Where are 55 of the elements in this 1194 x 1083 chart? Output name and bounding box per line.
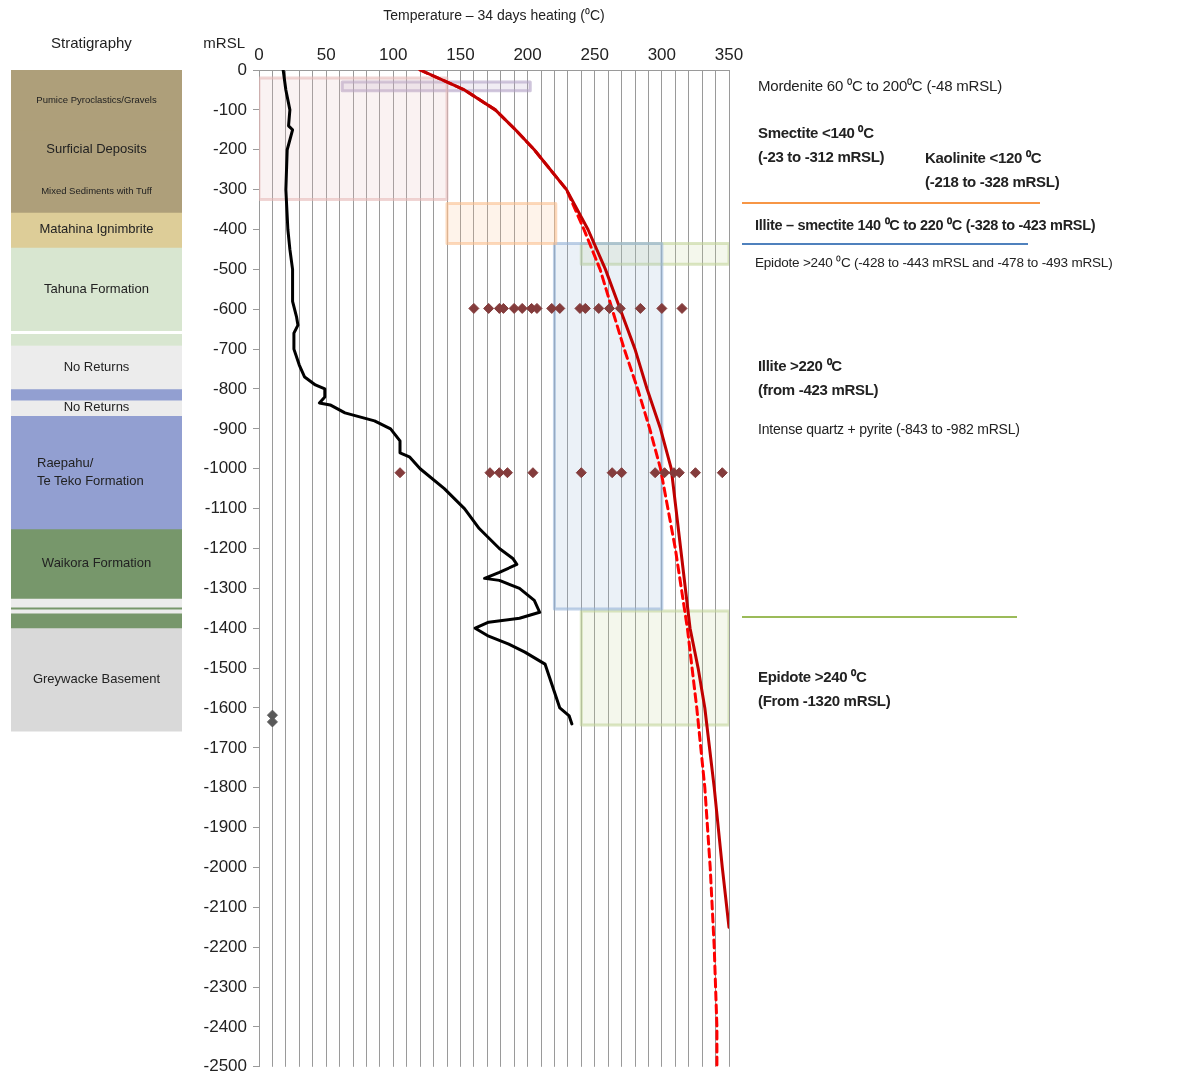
series-label: Tahuna Formation	[44, 280, 149, 296]
text: Illite – smectite 140 ⁰C to 220 ⁰C (-328 to -423 mRSL)	[755, 216, 1096, 235]
y-tick-label: -2300	[203, 976, 247, 996]
series-label: Surficial Deposits	[46, 141, 148, 157]
text: Epidote >240 ⁰C (-428 to -443 mRSL and -478 to -493 mRSL)	[755, 254, 1113, 272]
series-label: Matahina Ignimbrite	[39, 221, 154, 237]
x-tick-label: 300	[647, 45, 677, 65]
y-tick-label: -1300	[203, 578, 247, 598]
text: Epidote >240 ⁰C (From -1320 mRSL)	[758, 667, 891, 711]
series-label: Mixed Sediments with Tuff	[41, 184, 153, 196]
y-tick-label: 0	[237, 59, 247, 79]
series-label: Waikora Formation	[41, 555, 152, 571]
x-tick-label: 100	[379, 45, 408, 65]
y-tick-label: -1800	[203, 777, 247, 797]
y-tick-label: -2000	[203, 857, 247, 877]
y-tick-label: -300	[212, 179, 247, 199]
series-label: Raepahu/ Te Teko Formation	[37, 454, 144, 488]
text: Illite >220 ⁰C (from -423 mRSL)	[758, 356, 879, 400]
x-tick-label: 350	[714, 45, 744, 65]
y-tick-label: -900	[212, 418, 247, 438]
y-tick-label: -2200	[203, 936, 247, 956]
y-tick-label: -1900	[203, 817, 247, 837]
x-tick-label: 0	[254, 45, 264, 65]
y-tick-label: -200	[212, 139, 247, 159]
chart-title: Stratigraphy	[51, 33, 132, 53]
y-tick-label: -500	[212, 259, 247, 279]
y-tick-label: -800	[212, 378, 247, 398]
x-tick-label: 50	[316, 45, 336, 65]
x-tick-label: 200	[513, 45, 542, 65]
y-tick-label: -700	[212, 338, 247, 358]
y-tick-label: -600	[212, 298, 247, 318]
text: Mordenite 60 ⁰C to 200⁰C (-48 mRSL)	[758, 76, 1002, 96]
y-tick-label: -2400	[203, 1016, 247, 1036]
series-label: No Returns	[63, 399, 130, 415]
y-tick-label: -1100	[204, 498, 247, 518]
y-tick-label: -1000	[203, 458, 247, 478]
series-label: No Returns	[63, 358, 130, 374]
x-tick-label: 250	[580, 45, 609, 65]
y-tick-label: -1700	[203, 737, 247, 757]
x-axis-title: Temperature – 34 days heating (⁰C)	[383, 7, 605, 24]
y-tick-label: -1200	[203, 538, 247, 558]
y-tick-label: -2100	[203, 897, 247, 916]
y-tick-label: -2500	[203, 1056, 247, 1076]
y-tick-label: -400	[212, 219, 247, 239]
series-label: Greywacke Basement	[32, 671, 161, 687]
y-tick-label: -1600	[203, 697, 247, 717]
series-label: Pumice Pyroclastics/Gravels	[36, 93, 157, 105]
y-tick-label: -100	[212, 99, 247, 119]
text: Intense quartz + pyrite (-843 to -982 mRSL)	[758, 420, 1020, 439]
y-tick-label: -1500	[203, 657, 247, 677]
text: Kaolinite <120 ⁰C (-218 to -328 mRSL)	[925, 148, 1060, 192]
x-tick-label: 150	[446, 45, 475, 65]
y-axis-title: mRSL	[203, 34, 245, 52]
y-tick-label: -1400	[203, 617, 247, 637]
text: Smectite <140 ⁰C (-23 to -312 mRSL)	[758, 123, 885, 167]
